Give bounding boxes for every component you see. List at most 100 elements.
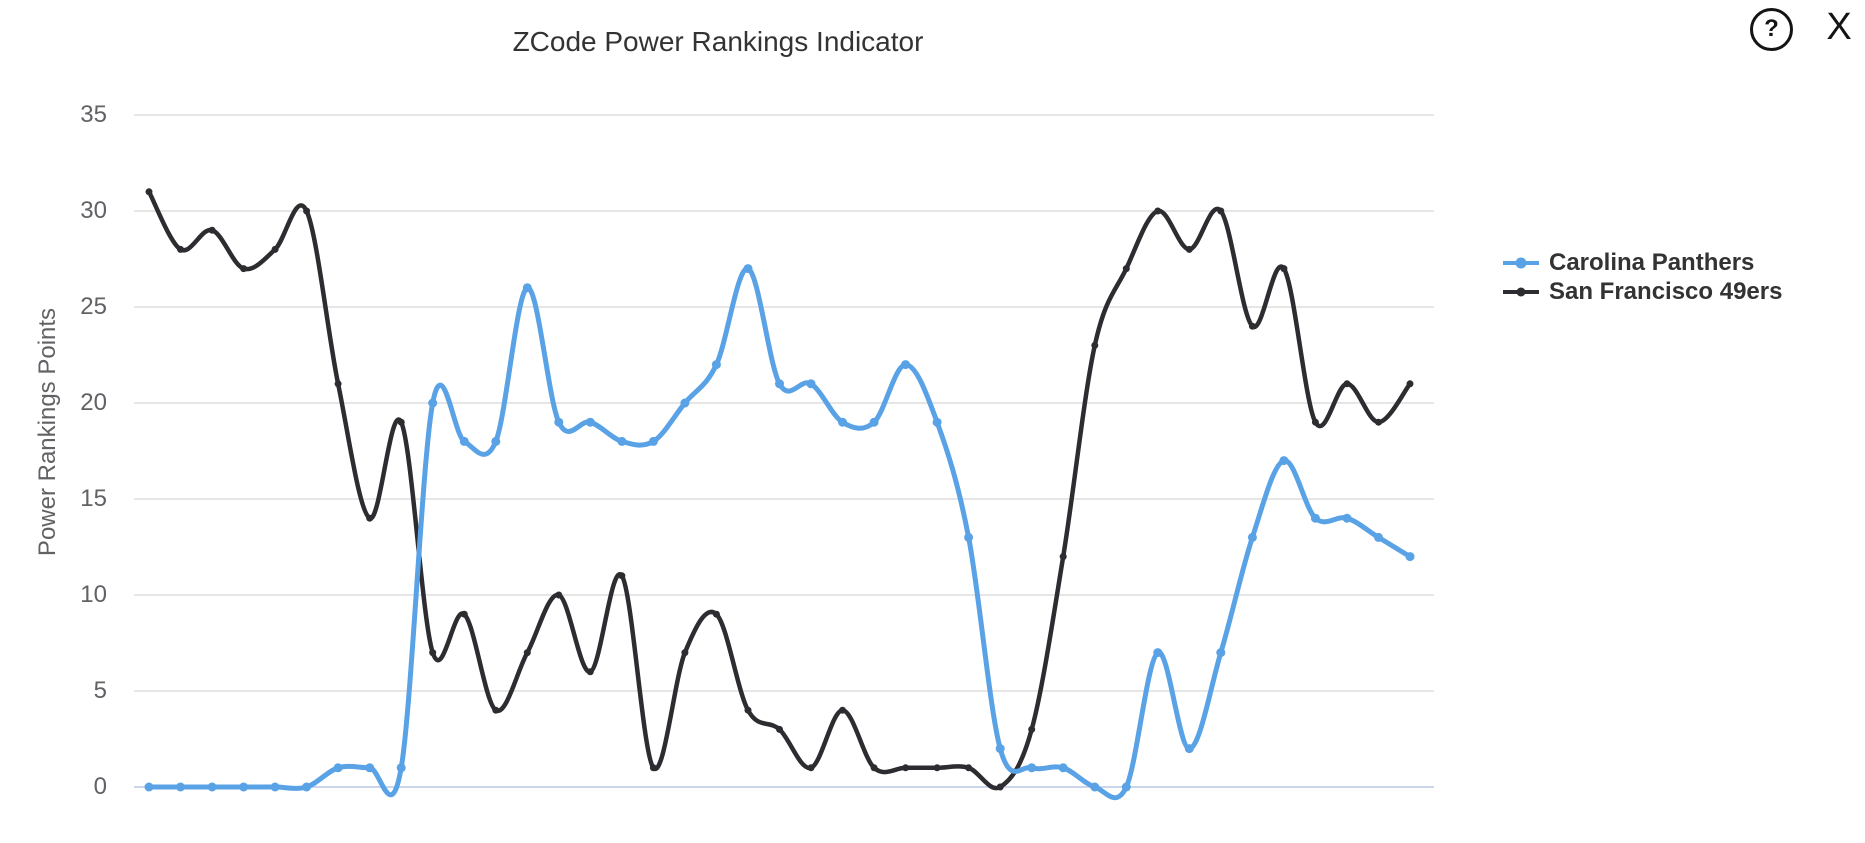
data-point-marker[interactable] — [902, 764, 910, 772]
close-button[interactable]: X — [1826, 6, 1852, 48]
data-point-marker[interactable] — [1374, 532, 1383, 542]
data-point-marker[interactable] — [554, 417, 564, 427]
data-point-marker[interactable] — [1342, 513, 1352, 523]
data-point-marker[interactable] — [839, 706, 846, 714]
data-point-marker[interactable] — [1310, 513, 1320, 523]
data-point-marker[interactable] — [365, 763, 375, 773]
data-point-marker[interactable] — [1375, 418, 1382, 426]
y-tick-label: 20 — [80, 389, 107, 416]
data-point-marker[interactable] — [1027, 763, 1037, 773]
data-point-marker[interactable] — [743, 264, 753, 274]
data-point-marker[interactable] — [1280, 265, 1288, 273]
data-point-marker[interactable] — [1058, 763, 1068, 773]
data-point-marker[interactable] — [302, 782, 312, 792]
data-point-marker[interactable] — [460, 610, 468, 618]
legend-item-carolina-panthers[interactable]: Carolina Panthers — [1503, 248, 1782, 277]
legend-label: San Francisco 49ers — [1549, 277, 1783, 305]
series-carolina-panthers — [144, 264, 1415, 801]
data-point-marker[interactable] — [177, 245, 184, 253]
y-tick-label: 5 — [93, 677, 107, 704]
data-point-marker[interactable] — [1216, 648, 1226, 658]
data-point-marker[interactable] — [1247, 532, 1257, 542]
data-point-marker[interactable] — [396, 763, 406, 773]
data-point-marker[interactable] — [333, 763, 343, 773]
data-point-marker[interactable] — [523, 649, 531, 657]
y-tick-label: 0 — [93, 773, 107, 800]
data-point-marker[interactable] — [648, 436, 658, 446]
question-mark-icon: ? — [1764, 14, 1779, 42]
data-point-marker[interactable] — [1279, 456, 1289, 466]
data-point-marker[interactable] — [995, 744, 1005, 754]
data-point-marker[interactable] — [1185, 245, 1193, 253]
data-point-marker[interactable] — [145, 188, 153, 196]
data-point-marker[interactable] — [1090, 782, 1100, 792]
data-point-marker[interactable] — [208, 226, 216, 234]
y-tick-label: 35 — [80, 101, 107, 128]
data-point-marker[interactable] — [711, 360, 721, 370]
data-point-marker[interactable] — [491, 436, 501, 446]
data-point-marker[interactable] — [397, 418, 405, 426]
data-point-marker[interactable] — [838, 417, 847, 427]
data-point-marker[interactable] — [776, 725, 783, 733]
data-point-marker[interactable] — [618, 572, 626, 580]
data-point-marker[interactable] — [522, 283, 532, 293]
data-point-marker[interactable] — [1311, 418, 1319, 426]
data-point-marker[interactable] — [429, 649, 437, 657]
data-point-marker[interactable] — [681, 649, 689, 657]
data-point-marker[interactable] — [712, 610, 720, 618]
data-point-marker[interactable] — [806, 379, 816, 389]
data-point-marker[interactable] — [869, 417, 879, 427]
data-point-marker[interactable] — [585, 417, 595, 427]
data-point-marker[interactable] — [492, 706, 500, 714]
data-point-marker[interactable] — [1153, 648, 1163, 658]
data-point-marker[interactable] — [1121, 782, 1131, 792]
data-point-marker[interactable] — [555, 591, 563, 599]
data-point-marker[interactable] — [176, 782, 185, 792]
data-point-marker[interactable] — [1217, 207, 1225, 215]
chart-title: ZCode Power Rankings Indicator — [512, 26, 924, 57]
data-point-marker[interactable] — [270, 782, 280, 792]
data-point-marker[interactable] — [1028, 725, 1036, 733]
legend-item-san-francisco-49ers[interactable]: San Francisco 49ers — [1503, 277, 1782, 306]
series-san-francisco-49ers — [145, 188, 1414, 791]
data-point-marker[interactable] — [870, 764, 878, 772]
data-point-marker[interactable] — [271, 245, 279, 253]
data-point-marker[interactable] — [807, 764, 815, 772]
data-point-marker[interactable] — [586, 668, 594, 676]
data-point-marker[interactable] — [1405, 552, 1415, 562]
data-point-marker[interactable] — [617, 436, 627, 446]
data-point-marker[interactable] — [1406, 380, 1414, 388]
data-point-marker[interactable] — [240, 265, 248, 273]
data-point-marker[interactable] — [207, 782, 217, 792]
data-point-marker[interactable] — [1154, 207, 1162, 215]
help-button[interactable]: ? — [1750, 8, 1793, 51]
data-point-marker[interactable] — [1248, 322, 1256, 330]
data-point-marker[interactable] — [334, 380, 342, 388]
data-point-marker[interactable] — [932, 417, 942, 427]
data-point-marker[interactable] — [303, 207, 311, 215]
data-point-marker[interactable] — [1122, 265, 1130, 273]
data-point-marker[interactable] — [239, 782, 249, 792]
legend-label: Carolina Panthers — [1549, 248, 1755, 276]
data-point-marker[interactable] — [366, 514, 374, 522]
data-point-marker[interactable] — [1091, 341, 1099, 349]
y-tick-label: 25 — [80, 293, 107, 320]
data-point-marker[interactable] — [964, 532, 974, 542]
data-point-marker[interactable] — [649, 764, 657, 772]
legend-marker-line-icon — [1503, 257, 1539, 268]
data-point-marker[interactable] — [965, 764, 973, 772]
data-point-marker[interactable] — [1184, 744, 1194, 754]
data-point-marker[interactable] — [144, 782, 154, 792]
data-point-marker[interactable] — [996, 783, 1004, 791]
data-point-marker[interactable] — [744, 706, 752, 714]
data-point-marker[interactable] — [1343, 380, 1351, 388]
data-point-marker[interactable] — [775, 379, 784, 389]
data-point-marker[interactable] — [680, 398, 690, 408]
data-point-marker[interactable] — [428, 398, 438, 408]
data-point-marker[interactable] — [459, 436, 469, 446]
data-point-marker[interactable] — [901, 360, 911, 370]
data-point-marker[interactable] — [1059, 553, 1067, 561]
data-point-marker[interactable] — [933, 764, 941, 772]
